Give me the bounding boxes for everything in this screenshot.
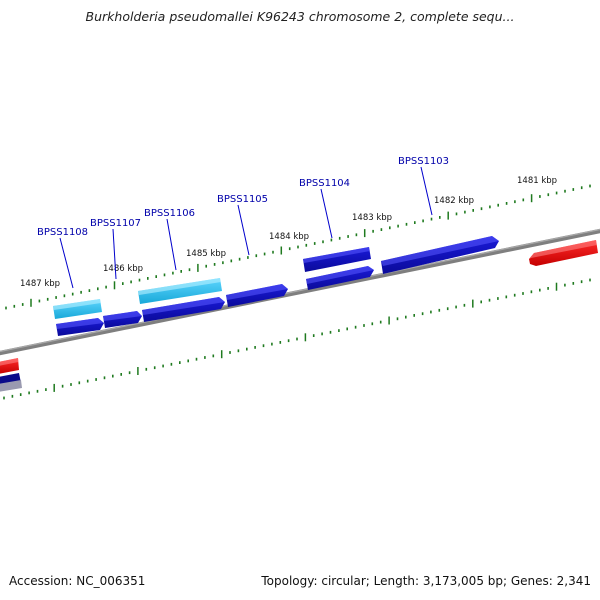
leader-line-bpss1105 [237,204,250,256]
gene-navy-left[interactable] [0,373,22,392]
gene-label-bpss1106[interactable]: BPSS1106 [144,208,195,219]
kbp-label-1481: 1481 kbp [517,176,557,186]
gene-label-bpss1107[interactable]: BPSS1107 [90,218,141,229]
gene-bpss1106-outer[interactable] [138,278,222,304]
gene-bpss1108-outer[interactable] [53,299,102,319]
leader-line-bpss1107 [112,228,117,280]
chromosome-backbone [0,228,600,356]
kbp-label-1483: 1483 kbp [352,213,392,223]
leader-line-bpss1103 [420,166,433,216]
gene-bpss1108-inner[interactable] [56,318,104,336]
gene-label-bpss1108[interactable]: BPSS1108 [37,227,88,238]
gene-bpss1106-inner[interactable] [142,297,225,322]
gene-bpss1103[interactable] [381,236,499,274]
gene-bpss1104-inner[interactable] [306,266,374,290]
kbp-label-1482: 1482 kbp [434,196,474,206]
map-title: Burkholderia pseudomallei K96243 chromos… [85,9,515,24]
kbp-label-1485: 1485 kbp [186,249,226,259]
chromosome-backbone-highlight [0,228,600,353]
leader-line-bpss1104 [320,188,333,239]
gene-label-bpss1105[interactable]: BPSS1105 [217,194,268,205]
accession-text: Accession: NC_006351 [9,574,146,588]
gene-label-bpss1104[interactable]: BPSS1104 [299,178,350,189]
gene-red-right[interactable] [529,240,598,266]
kbp-label-1487: 1487 kbp [20,279,60,289]
gene-label-bpss1103[interactable]: BPSS1103 [398,156,449,167]
genome-summary-text: Topology: circular; Length: 3,173,005 bp… [261,574,591,588]
leader-line-bpss1106 [166,218,177,271]
gene-red-left[interactable] [0,358,19,374]
leader-line-bpss1108 [59,237,74,289]
gene-bpss1107[interactable] [103,311,142,328]
kbp-label-1484: 1484 kbp [269,232,309,242]
gene-bpss1105[interactable] [226,284,288,307]
lower-tick-ring [3,278,591,400]
kbp-label-1486: 1486 kbp [103,264,143,274]
upper-tick-ring [5,184,591,310]
gene-bpss1104-outer[interactable] [303,247,371,272]
